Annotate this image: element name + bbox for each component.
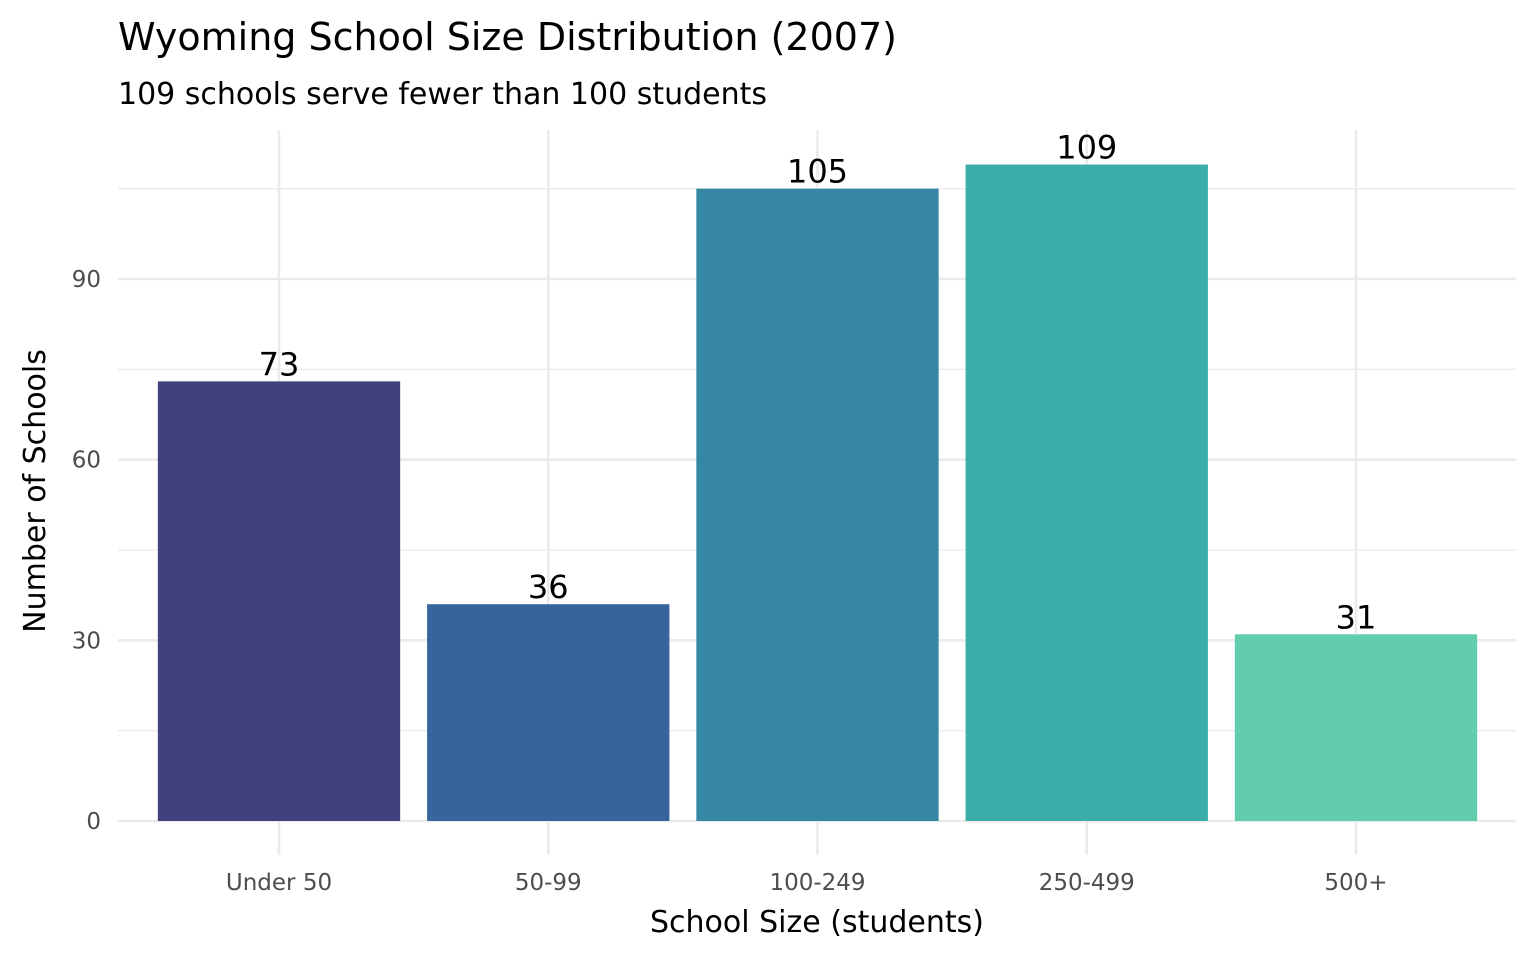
y-tick-label: 60 (72, 448, 101, 474)
data-label: 73 (259, 345, 300, 383)
chart-subtitle: 109 schools serve fewer than 100 student… (118, 77, 767, 112)
x-axis-title: School Size (students) (650, 905, 984, 940)
bars (157, 164, 1478, 822)
data-labels: 73 36 105 109 31 (259, 129, 1377, 637)
x-tick-label: 50-99 (515, 870, 582, 896)
x-axis-ticks: Under 50 50-99 100-249 250-499 500+ (226, 870, 1388, 896)
bar (157, 381, 401, 821)
bar (427, 604, 670, 821)
chart-title: Wyoming School Size Distribution (2007) (118, 15, 897, 59)
x-tick-label: 500+ (1324, 870, 1387, 896)
data-label: 105 (787, 153, 848, 191)
data-label: 109 (1056, 129, 1117, 167)
data-label: 36 (528, 568, 569, 606)
y-axis-ticks: 0 30 60 90 (72, 267, 101, 835)
data-label: 31 (1336, 598, 1377, 636)
y-tick-label: 30 (72, 628, 101, 654)
x-tick-label: Under 50 (226, 870, 332, 896)
bar (965, 164, 1208, 822)
y-tick-label: 0 (86, 809, 101, 835)
bar (696, 188, 939, 821)
y-tick-label: 90 (72, 267, 101, 293)
x-tick-label: 250-499 (1039, 870, 1135, 896)
x-tick-label: 100-249 (769, 870, 865, 896)
bar (1234, 634, 1478, 821)
y-axis-title: Number of Schools (18, 349, 53, 633)
